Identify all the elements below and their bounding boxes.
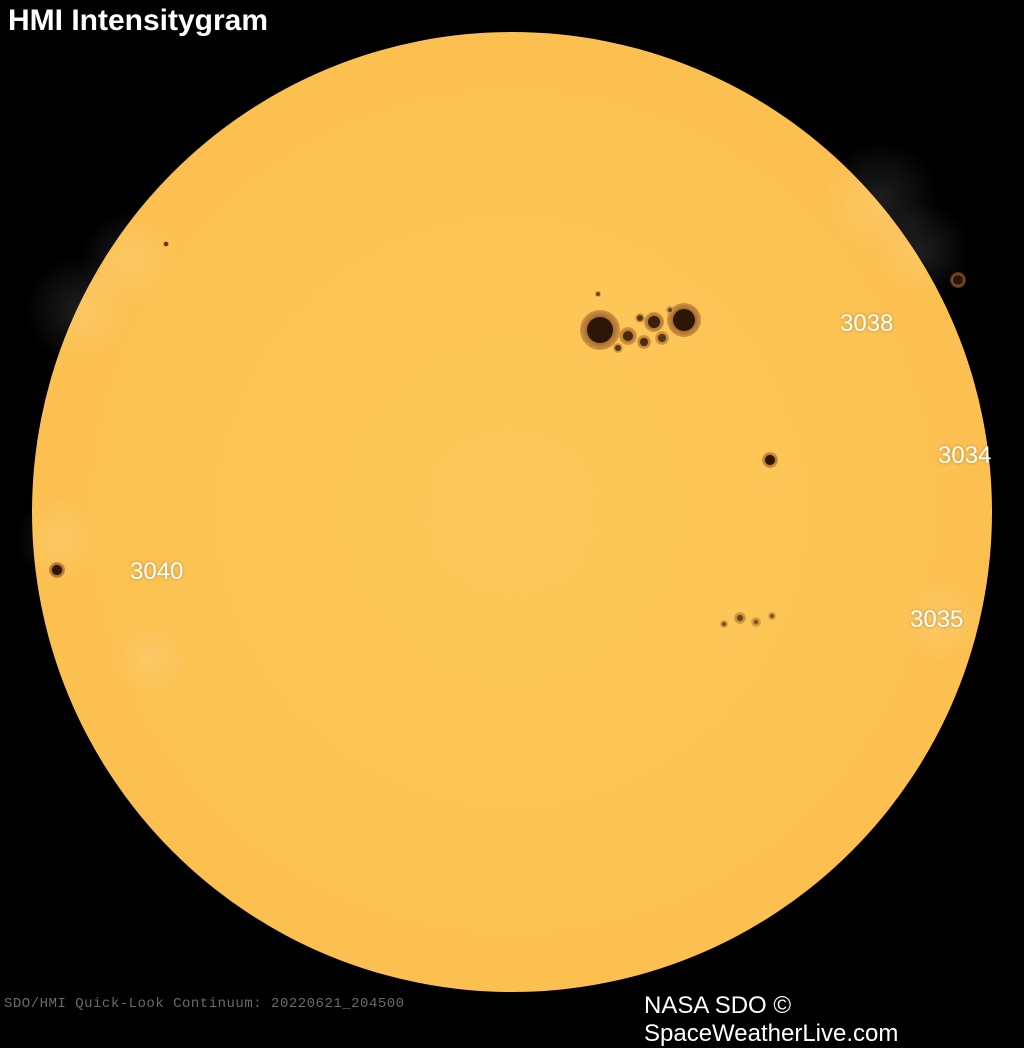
region-label-3038: 3038	[840, 310, 893, 338]
sunspot-umbra	[673, 309, 695, 331]
sunspot-umbra	[637, 315, 643, 321]
sunspot-umbra	[770, 614, 774, 618]
sunspot-umbra	[648, 316, 660, 328]
sunspot-umbra	[587, 317, 613, 343]
sunspot-umbra	[722, 622, 726, 626]
region-label-3035: 3035	[910, 606, 963, 634]
sunspot-umbra	[953, 275, 963, 285]
sunspot-umbra	[737, 615, 743, 621]
sunspot-umbra	[640, 338, 648, 346]
sunspot-umbra	[658, 334, 666, 342]
credit-line: NASA SDO © SpaceWeatherLive.com	[644, 992, 1024, 1048]
sunspot-umbra	[596, 292, 600, 296]
region-label-3034: 3034	[938, 442, 991, 470]
sunspot-umbra	[668, 308, 672, 312]
sunspot-umbra	[765, 455, 775, 465]
region-label-3040: 3040	[130, 558, 183, 586]
page-title: HMI Intensitygram	[8, 4, 268, 38]
sunspot-umbra	[52, 565, 62, 575]
footer-caption: SDO/HMI Quick-Look Continuum: 20220621_2…	[4, 996, 405, 1012]
facula	[110, 620, 190, 700]
sunspot-umbra	[615, 345, 621, 351]
sunspot-umbra	[754, 620, 758, 624]
facula	[25, 255, 135, 365]
sunspot-umbra	[164, 242, 168, 246]
sunspot-umbra	[623, 331, 633, 341]
